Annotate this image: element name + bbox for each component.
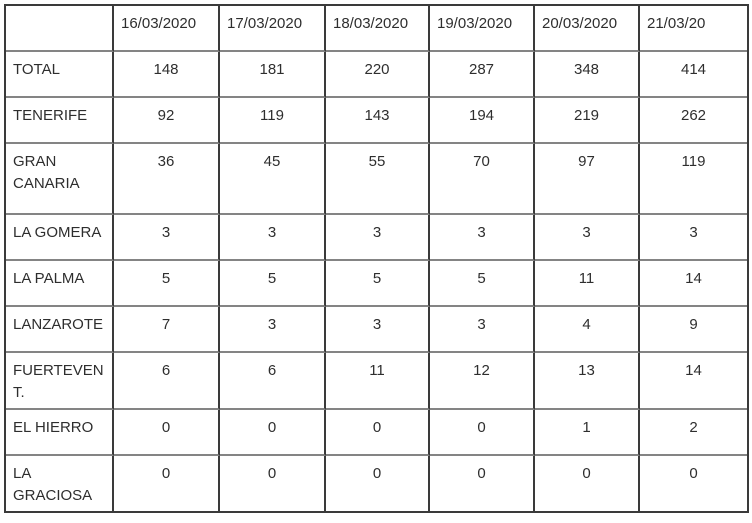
row-label: LA GRACIOSA (6, 456, 114, 511)
value-cell: 70 (430, 144, 535, 215)
value-cell: 13 (535, 353, 640, 410)
value-cell: 5 (326, 261, 430, 307)
value-cell: 1 (535, 410, 640, 456)
table-row: GRAN CANARIA 36 45 55 70 97 119 (6, 144, 747, 215)
value-cell: 2 (640, 410, 747, 456)
value-cell: 3 (640, 215, 747, 261)
value-cell: 262 (640, 98, 747, 144)
value-cell: 0 (640, 456, 747, 511)
value-cell: 36 (114, 144, 220, 215)
row-label: LA GOMERA (6, 215, 114, 261)
value-cell: 6 (220, 353, 326, 410)
value-cell: 11 (326, 353, 430, 410)
row-label: TENERIFE (6, 98, 114, 144)
row-label: GRAN CANARIA (6, 144, 114, 215)
value-cell: 0 (326, 410, 430, 456)
column-header: 20/03/2020 (535, 6, 640, 52)
column-header: 18/03/2020 (326, 6, 430, 52)
table-row: FUERTEVENT. 6 6 11 12 13 14 (6, 353, 747, 410)
value-cell: 97 (535, 144, 640, 215)
value-cell: 4 (535, 307, 640, 353)
value-cell: 12 (430, 353, 535, 410)
table-row: LA GRACIOSA 0 0 0 0 0 0 (6, 456, 747, 511)
value-cell: 3 (326, 307, 430, 353)
header-row: 16/03/2020 17/03/2020 18/03/2020 19/03/2020… (6, 6, 747, 52)
value-cell: 0 (114, 410, 220, 456)
value-cell: 3 (220, 307, 326, 353)
value-cell: 0 (430, 410, 535, 456)
value-cell: 194 (430, 98, 535, 144)
value-cell: 5 (114, 261, 220, 307)
table-row: EL HIERRO 0 0 0 0 1 2 (6, 410, 747, 456)
value-cell: 5 (220, 261, 326, 307)
value-cell: 6 (114, 353, 220, 410)
table-body: TOTAL 148 181 220 287 348 414 TENERIFE 92 119 143 1… (6, 52, 747, 511)
value-cell: 55 (326, 144, 430, 215)
column-header: 16/03/2020 (114, 6, 220, 52)
value-cell: 220 (326, 52, 430, 98)
table-row: TOTAL 148 181 220 287 348 414 (6, 52, 747, 98)
value-cell: 181 (220, 52, 326, 98)
value-cell: 7 (114, 307, 220, 353)
corner-cell (6, 6, 114, 52)
value-cell: 3 (220, 215, 326, 261)
value-cell: 143 (326, 98, 430, 144)
row-label: TOTAL (6, 52, 114, 98)
value-cell: 11 (535, 261, 640, 307)
value-cell: 3 (430, 307, 535, 353)
row-label: FUERTEVENT. (6, 353, 114, 410)
value-cell: 9 (640, 307, 747, 353)
value-cell: 0 (114, 456, 220, 511)
value-cell: 45 (220, 144, 326, 215)
value-cell: 5 (430, 261, 535, 307)
column-header: 17/03/2020 (220, 6, 326, 52)
value-cell: 0 (220, 456, 326, 511)
value-cell: 92 (114, 98, 220, 144)
column-header: 19/03/2020 (430, 6, 535, 52)
cases-by-island-table: 16/03/2020 17/03/2020 18/03/2020 19/03/2020… (4, 4, 749, 513)
value-cell: 119 (220, 98, 326, 144)
table-row: TENERIFE 92 119 143 194 219 262 (6, 98, 747, 144)
value-cell: 3 (535, 215, 640, 261)
row-label: LA PALMA (6, 261, 114, 307)
row-label: LANZAROTE (6, 307, 114, 353)
column-header: 21/03/20 (640, 6, 747, 52)
value-cell: 14 (640, 261, 747, 307)
row-label: EL HIERRO (6, 410, 114, 456)
table-row: LANZAROTE 7 3 3 3 4 9 (6, 307, 747, 353)
value-cell: 3 (430, 215, 535, 261)
value-cell: 3 (114, 215, 220, 261)
value-cell: 148 (114, 52, 220, 98)
value-cell: 0 (430, 456, 535, 511)
value-cell: 3 (326, 215, 430, 261)
value-cell: 0 (535, 456, 640, 511)
value-cell: 0 (326, 456, 430, 511)
table-row: LA PALMA 5 5 5 5 11 14 (6, 261, 747, 307)
table-row: LA GOMERA 3 3 3 3 3 3 (6, 215, 747, 261)
value-cell: 14 (640, 353, 747, 410)
value-cell: 0 (220, 410, 326, 456)
value-cell: 119 (640, 144, 747, 215)
value-cell: 348 (535, 52, 640, 98)
value-cell: 414 (640, 52, 747, 98)
value-cell: 287 (430, 52, 535, 98)
value-cell: 219 (535, 98, 640, 144)
